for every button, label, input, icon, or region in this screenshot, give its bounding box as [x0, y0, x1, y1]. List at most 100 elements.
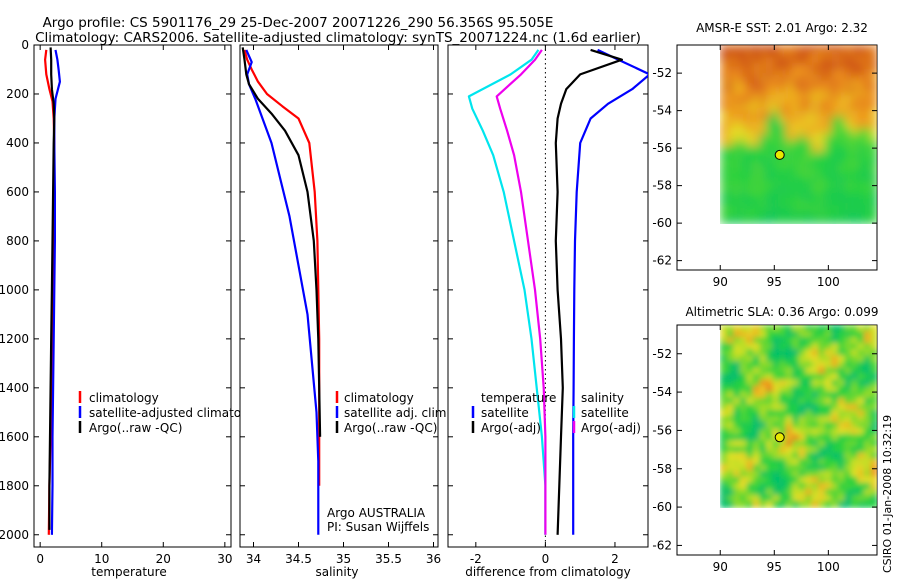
heatmap-cell: [863, 488, 872, 496]
heatmap-cell: [766, 151, 774, 159]
heatmap-cell: [785, 134, 793, 141]
heatmap-cell: [824, 62, 832, 70]
heatmap-cell: [766, 458, 774, 466]
heatmap-cell: [772, 428, 780, 436]
legend-label-temp-satellite: satellite: [481, 406, 529, 420]
heatmap-cell: [837, 355, 846, 363]
heatmap-cell: [759, 205, 767, 212]
heatmap-cell: [726, 501, 735, 508]
heatmap-cell: [818, 134, 826, 141]
heatmap-cell: [792, 62, 800, 70]
legend-label-temp-argo: Argo(-adj): [481, 421, 541, 435]
heatmap-cell: [870, 391, 877, 399]
heatmap-cell: [831, 193, 839, 201]
heatmap-cell: [733, 343, 741, 351]
heatmap-cell: [818, 205, 826, 212]
heatmap-cell: [805, 169, 813, 177]
heatmap-cell: [739, 157, 748, 165]
heatmap-cell: [837, 428, 846, 436]
heatmap-cell: [739, 343, 748, 351]
heatmap-cell: [811, 397, 819, 405]
heatmap-cell: [746, 403, 754, 411]
heatmap-cell: [798, 416, 806, 423]
heatmap-cell: [870, 181, 877, 189]
heatmap-cell: [779, 145, 787, 153]
heatmap-cell: [759, 373, 767, 381]
heatmap-cell: [824, 361, 832, 369]
series-line: [50, 49, 62, 535]
heatmap-cell: [785, 151, 793, 159]
heatmap-cell: [752, 385, 761, 393]
heatmap-cell: [792, 416, 800, 423]
heatmap-cell: [831, 355, 839, 363]
heatmap-cell: [863, 355, 872, 363]
heatmap-cell: [818, 416, 826, 423]
heatmap-cell: [811, 74, 819, 82]
heatmap-cell: [805, 343, 813, 351]
heatmap-cell: [726, 86, 735, 94]
heatmap-cell: [805, 391, 813, 399]
heatmap-cell: [779, 56, 787, 64]
heatmap-cell: [772, 211, 780, 218]
heatmap-cell: [805, 199, 813, 207]
heatmap-cell: [870, 80, 877, 88]
heatmap-cell: [805, 151, 813, 159]
heatmap-cell: [720, 128, 728, 135]
heatmap-cell: [733, 68, 741, 76]
heatmap-cell: [863, 416, 872, 423]
heatmap-cell: [746, 163, 754, 171]
heatmap-cell: [837, 193, 846, 201]
heatmap-cell: [818, 476, 826, 484]
heatmap-cell: [739, 151, 748, 159]
heatmap-cell: [818, 422, 826, 429]
heatmap-cell: [863, 452, 872, 460]
heatmap-cell: [739, 476, 748, 484]
y-tick-label: 400: [6, 136, 29, 150]
heatmap-cell: [759, 116, 767, 123]
y-tick-label: 800: [6, 234, 29, 248]
sla-map-panel: Altimetric SLA: 0.36 Argo: 0.099 90 95 100…: [652, 305, 878, 574]
heatmap-cell: [850, 446, 859, 454]
heatmap-cell: [772, 470, 780, 478]
heatmap-cell: [850, 74, 859, 82]
heatmap-cell: [766, 379, 774, 387]
heatmap-cell: [733, 128, 741, 135]
heatmap-cell: [726, 494, 735, 502]
heatmap-cell: [798, 86, 806, 94]
heatmap-cell: [857, 337, 865, 344]
heatmap-cell: [746, 211, 754, 218]
heatmap-cell: [726, 211, 735, 218]
heatmap-cell: [785, 385, 793, 393]
heatmap-cell: [870, 98, 877, 106]
legend-label-sal-satellite: satellite: [581, 406, 629, 420]
heatmap-cell: [792, 122, 800, 129]
heatmap-cell: [746, 193, 754, 201]
heatmap-cell: [759, 361, 767, 369]
heatmap-cell: [831, 205, 839, 212]
heatmap-cell: [824, 416, 832, 423]
heatmap-cell: [785, 205, 793, 212]
heatmap-cell: [739, 68, 748, 76]
heatmap-cell: [798, 373, 806, 381]
heatmap-cell: [746, 410, 754, 417]
heatmap-cell: [818, 379, 826, 387]
heatmap-cell: [811, 163, 819, 171]
heatmap-cell: [805, 331, 813, 338]
heatmap-cell: [818, 367, 826, 375]
heatmap-cell: [805, 422, 813, 429]
heatmap-cell: [792, 86, 800, 94]
heatmap-cell: [759, 397, 767, 405]
heatmap-cell: [818, 373, 826, 381]
heatmap-cell: [870, 501, 877, 508]
heatmap-cell: [772, 104, 780, 112]
heatmap-cell: [857, 422, 865, 429]
heatmap-cell: [844, 361, 852, 369]
heatmap-cell: [739, 181, 748, 189]
heatmap-cell: [779, 217, 787, 224]
heatmap-cell: [818, 446, 826, 454]
heatmap-cell: [863, 343, 872, 351]
heatmap-cell: [792, 458, 800, 466]
heatmap-cell: [824, 122, 832, 129]
heatmap-cell: [805, 134, 813, 141]
